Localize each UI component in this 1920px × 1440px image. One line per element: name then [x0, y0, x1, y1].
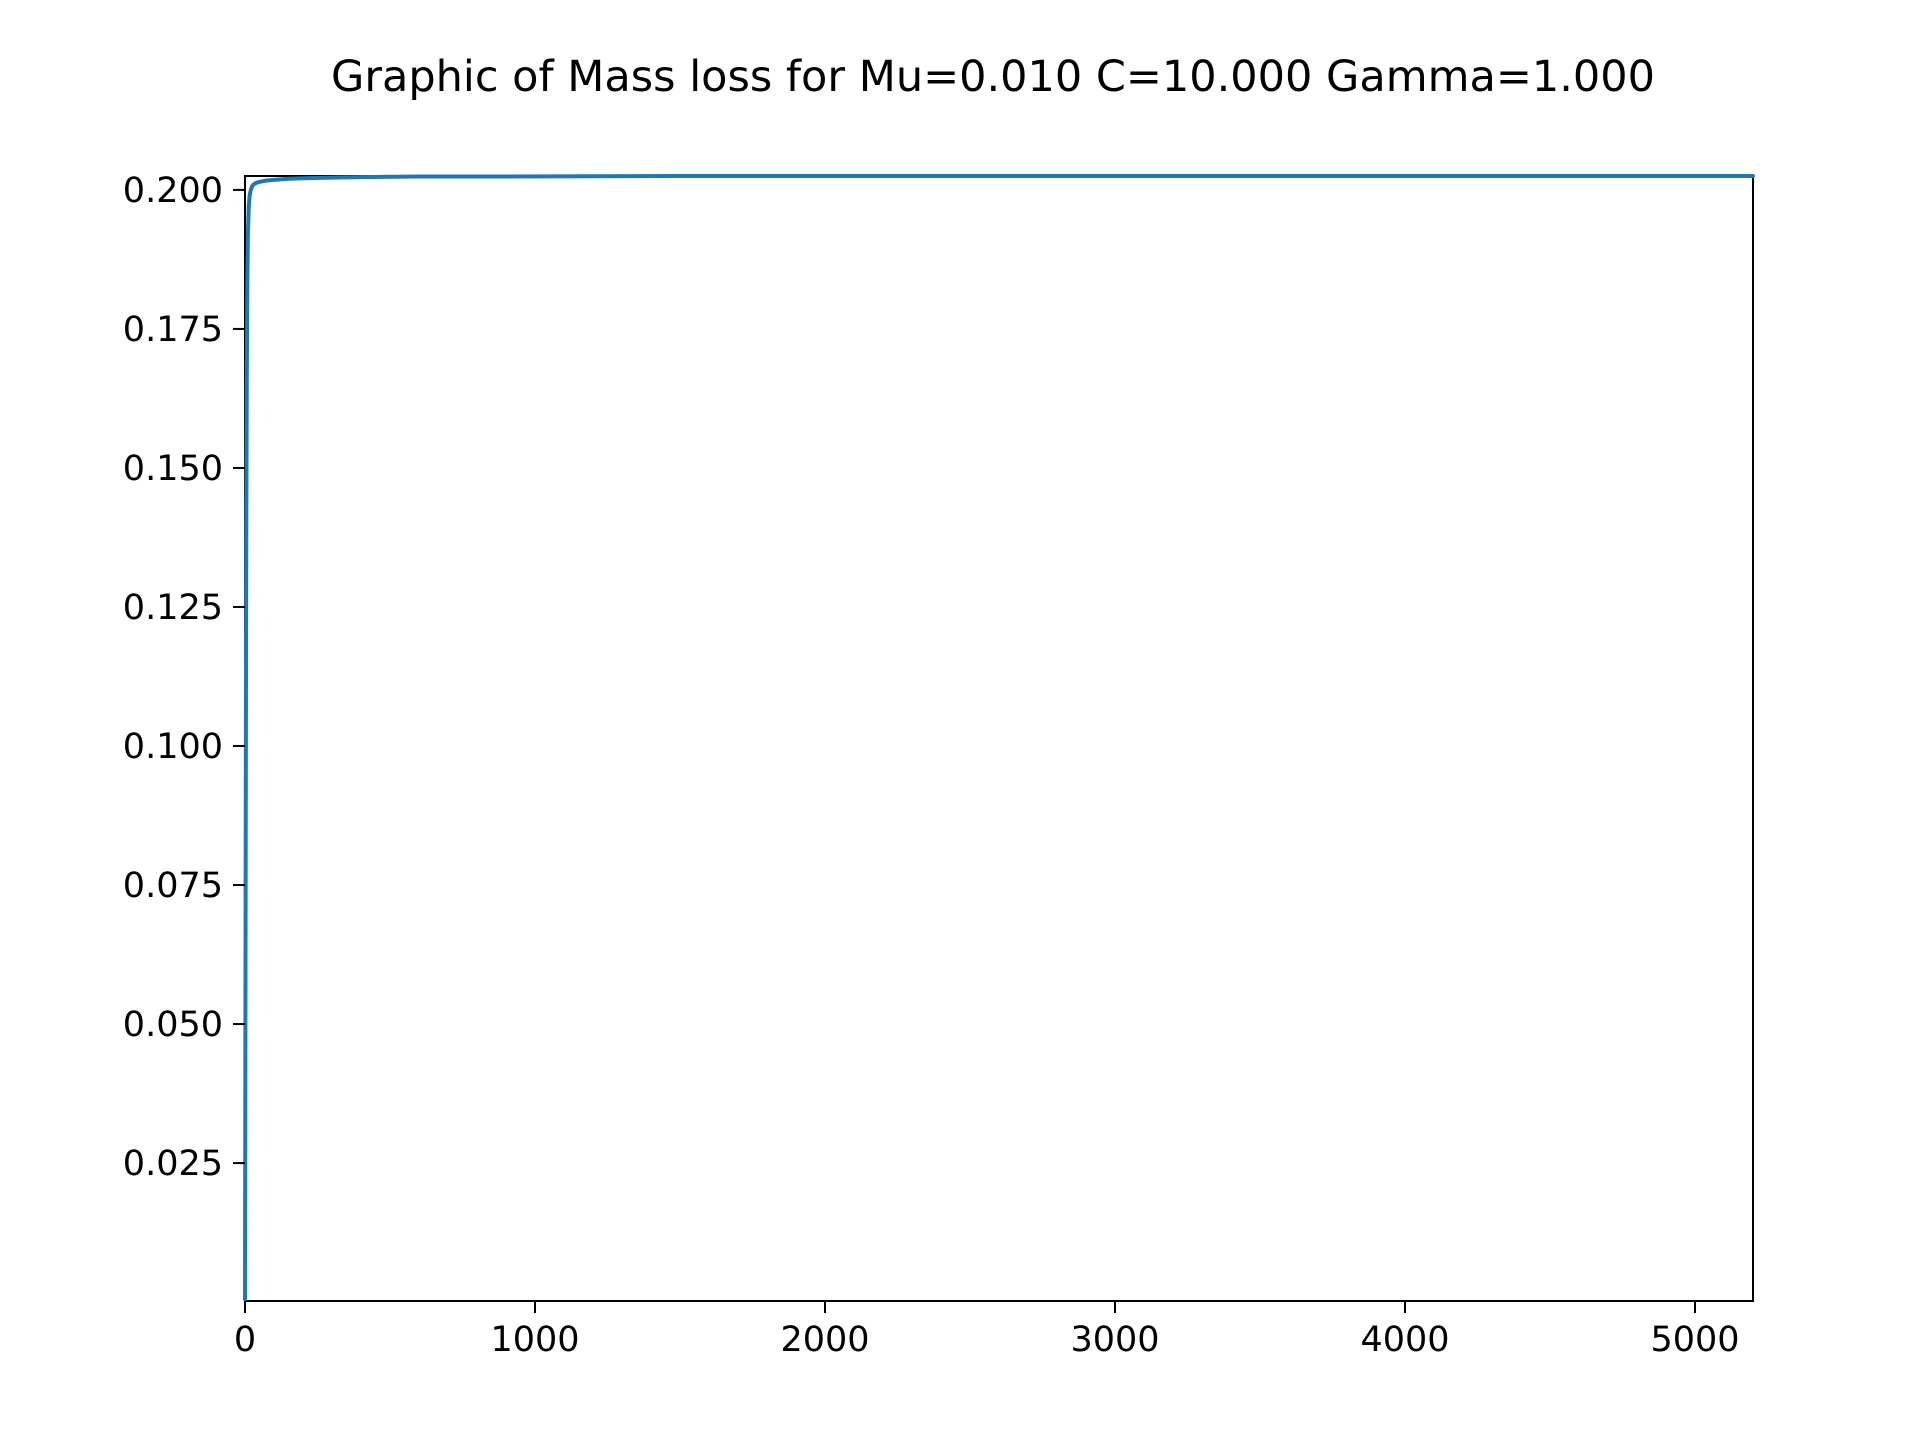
- series-line: [243, 174, 1755, 1302]
- x-tick-label: 1000: [490, 1320, 579, 1360]
- y-axis: 0.025 0.050 0.075 0.100 0.125 0.150 0.175 0.200: [123, 171, 245, 1184]
- y-tick-label: 0.125: [123, 588, 223, 628]
- y-tick-label: 0.025: [123, 1144, 223, 1184]
- y-tick-label: 0.050: [123, 1005, 223, 1045]
- chart-title: Graphic of Mass loss for Mu=0.010 C=10.0…: [331, 52, 1655, 102]
- x-tick-label: 5000: [1650, 1320, 1739, 1360]
- y-tick-label: 0.175: [123, 310, 223, 350]
- y-tick-label: 0.075: [123, 866, 223, 906]
- x-tick-label: 2000: [780, 1320, 869, 1360]
- y-tick-label: 0.150: [123, 449, 223, 489]
- y-tick-label: 0.100: [123, 727, 223, 767]
- x-axis: 0 1000 2000 3000 4000 5000: [234, 1301, 1740, 1360]
- x-tick-label: 4000: [1360, 1320, 1449, 1360]
- data-series: [243, 174, 1755, 1302]
- y-tick-label: 0.200: [123, 171, 223, 211]
- axes-frame: [244, 175, 1754, 1302]
- x-tick-label: 0: [234, 1320, 256, 1360]
- plot-area: 0 1000 2000 3000 4000 5000 0.025 0.050 0.075 0.1…: [123, 171, 1755, 1360]
- x-tick-label: 3000: [1070, 1320, 1159, 1360]
